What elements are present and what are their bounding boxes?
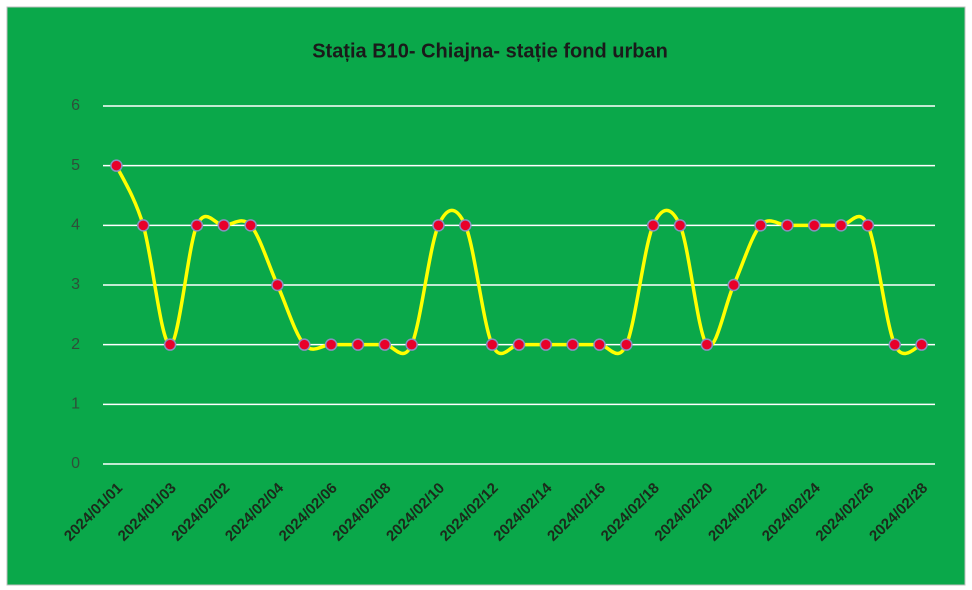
marker bbox=[754, 219, 767, 232]
marker bbox=[110, 159, 123, 172]
y-tick-label: 1 bbox=[71, 396, 80, 413]
y-tick-label: 3 bbox=[71, 276, 80, 293]
marker bbox=[324, 338, 338, 351]
marker bbox=[807, 219, 821, 232]
marker bbox=[539, 338, 553, 351]
marker bbox=[673, 219, 687, 232]
chart-title: Stația B10- Chiajna- stație fond urban bbox=[312, 40, 668, 62]
marker bbox=[271, 278, 284, 292]
marker bbox=[163, 338, 177, 351]
y-tick-label: 5 bbox=[71, 157, 80, 174]
marker bbox=[861, 219, 875, 232]
marker bbox=[298, 338, 311, 351]
marker bbox=[593, 338, 606, 351]
marker bbox=[727, 278, 740, 292]
marker bbox=[244, 219, 257, 232]
y-tick-label: 4 bbox=[71, 217, 80, 234]
marker bbox=[432, 219, 445, 232]
marker bbox=[217, 219, 231, 232]
marker bbox=[351, 338, 365, 351]
marker bbox=[405, 338, 418, 351]
chart-background bbox=[6, 6, 966, 586]
marker bbox=[888, 338, 901, 351]
marker bbox=[190, 219, 204, 232]
y-tick-label: 0 bbox=[71, 455, 80, 472]
marker bbox=[781, 219, 794, 232]
marker bbox=[485, 338, 499, 351]
marker bbox=[620, 338, 633, 351]
marker bbox=[566, 338, 579, 351]
y-tick-label: 6 bbox=[71, 97, 80, 114]
marker bbox=[834, 219, 848, 232]
marker bbox=[915, 338, 928, 351]
marker bbox=[137, 219, 150, 232]
marker bbox=[700, 338, 714, 351]
marker bbox=[459, 219, 472, 232]
marker bbox=[378, 338, 392, 351]
marker bbox=[512, 338, 526, 351]
marker bbox=[646, 219, 660, 232]
y-tick-label: 2 bbox=[71, 336, 80, 353]
